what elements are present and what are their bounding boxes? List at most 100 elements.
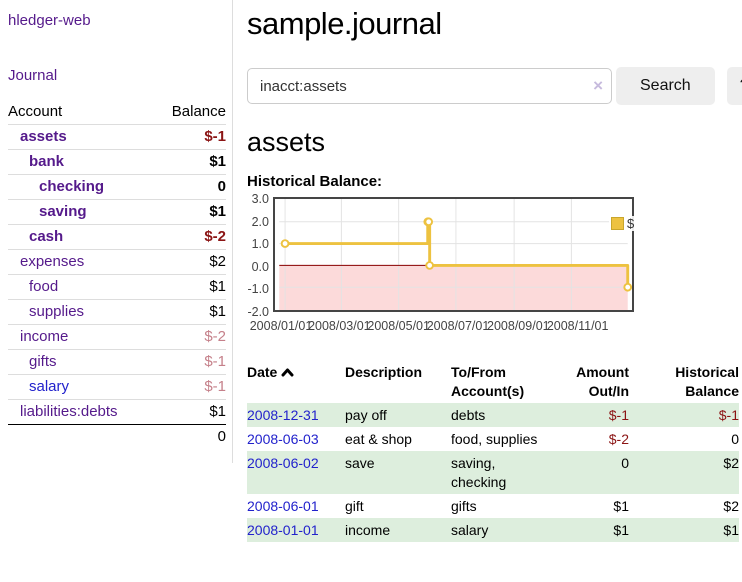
help-button[interactable]: ? <box>726 67 742 105</box>
x-tick-label: 2008/09/01 <box>487 319 550 333</box>
account-link-checking[interactable]: checking <box>39 178 105 195</box>
page-title: sample.journal <box>247 6 442 41</box>
transaction-date-link[interactable]: 2008-12-31 <box>247 407 319 423</box>
account-row: expenses $2 <box>8 250 226 275</box>
account-link-liabilities-debts[interactable]: liabilities:debts <box>20 403 118 420</box>
register-header-accounts: To/From Account(s) <box>451 364 525 399</box>
register-cell-date: 2008-06-01 <box>247 494 345 518</box>
register-cell-description: gift <box>345 498 364 514</box>
account-balance: $1 <box>209 203 226 220</box>
account-balance: $-1 <box>204 378 226 395</box>
account-row: salary $-1 <box>8 375 226 400</box>
account-link-saving[interactable]: saving <box>39 203 87 220</box>
accounts-total-value: 0 <box>217 428 226 445</box>
register-cell-date: 2008-01-01 <box>247 518 345 542</box>
register-table: Date Description To/From Account(s) Amou… <box>247 360 739 542</box>
legend-swatch-icon <box>611 217 624 230</box>
register-cell-description: save <box>345 455 375 471</box>
register-cell-description: pay off <box>345 407 387 423</box>
account-balance: $1 <box>209 153 226 170</box>
register-cell-amount: 0 <box>621 455 629 471</box>
y-tick-label: 2.0 <box>251 214 269 229</box>
transaction-date-link[interactable]: 2008-06-02 <box>247 455 319 471</box>
chart-legend: $ <box>609 216 637 231</box>
transaction-date-link[interactable]: 2008-06-03 <box>247 431 319 447</box>
account-balance: $-1 <box>204 128 226 145</box>
register-cell-amount: $1 <box>613 498 629 514</box>
accounts-table-header: Account Balance <box>8 100 226 125</box>
register-header-date[interactable]: Date <box>247 360 345 403</box>
account-link-bank[interactable]: bank <box>29 153 65 170</box>
chart-heading: Historical Balance: <box>247 173 383 190</box>
register-table-body: 2008-12-31 pay off debts $-1 $-1 2008-06-03 ea… <box>247 403 739 542</box>
register-cell-balance: $2 <box>723 498 739 514</box>
register-cell-balance: 0 <box>731 431 739 447</box>
y-tick-label: 1.0 <box>251 237 269 252</box>
transaction-date-link[interactable]: 2008-06-01 <box>247 498 319 514</box>
register-cell-balance: $1 <box>723 522 739 538</box>
account-link-expenses[interactable]: expenses <box>20 253 85 270</box>
register-row: 2008-12-31 pay off debts $-1 $-1 <box>247 403 739 427</box>
register-row: 2008-06-03 eat & shop food, supplies $-2 0 <box>247 427 739 451</box>
account-link-gifts[interactable]: gifts <box>29 353 57 370</box>
register-cell-accounts: food, supplies <box>451 431 538 447</box>
account-balance: $-2 <box>204 328 226 345</box>
account-link-salary[interactable]: salary <box>29 378 70 395</box>
transaction-date-link[interactable]: 2008-01-01 <box>247 522 319 538</box>
app-title-link[interactable]: hledger-web <box>8 12 91 29</box>
accounts-table: Account Balance assets $-1 bank $1 checking 0… <box>8 100 226 449</box>
register-header-amount: Amount Out/In <box>576 364 629 399</box>
account-row: food $1 <box>8 275 226 300</box>
account-link-income[interactable]: income <box>20 328 69 345</box>
account-balance: $-2 <box>204 228 226 245</box>
chart-plot[interactable] <box>273 197 634 312</box>
register-cell-amount: $-2 <box>608 431 629 447</box>
x-tick-label: 2008/03/01 <box>308 319 371 333</box>
account-balance: 0 <box>217 178 226 195</box>
account-row: saving $1 <box>8 200 226 225</box>
search-box: × <box>247 68 612 104</box>
account-balance: $1 <box>209 403 226 420</box>
account-row: cash $-2 <box>8 225 226 250</box>
account-balance: $-1 <box>204 353 226 370</box>
account-link-cash[interactable]: cash <box>29 228 64 245</box>
legend-series-label: $ <box>627 216 635 231</box>
register-cell-date: 2008-12-31 <box>247 403 345 427</box>
account-row: liabilities:debts $1 <box>8 400 226 424</box>
account-row: supplies $1 <box>8 300 226 325</box>
register-cell-amount: $1 <box>613 522 629 538</box>
sidebar: hledger-web Journal Account Balance asse… <box>0 0 233 463</box>
account-balance: $1 <box>209 303 226 320</box>
register-header-date-label: Date <box>247 364 278 380</box>
account-heading: assets <box>247 127 326 157</box>
x-tick-label: 2008/05/01 <box>367 319 430 333</box>
y-tick-label: -1.0 <box>247 282 269 297</box>
account-row: bank $1 <box>8 150 226 175</box>
x-tick-label: 2008/11/01 <box>546 319 609 333</box>
account-row: gifts $-1 <box>8 350 226 375</box>
register-cell-balance: $2 <box>723 455 739 471</box>
register-row: 2008-06-01 gift gifts $1 $2 <box>247 494 739 518</box>
x-tick-label: 2008/07/01 <box>426 319 490 333</box>
account-balance: $2 <box>209 253 226 270</box>
account-link-supplies[interactable]: supplies <box>29 303 85 320</box>
register-cell-accounts: saving, checking <box>451 455 507 490</box>
register-row: 2008-01-01 income salary $1 $1 <box>247 518 739 542</box>
clear-search-icon[interactable]: × <box>593 76 603 95</box>
search-input[interactable] <box>247 68 612 104</box>
register-cell-description: eat & shop <box>345 431 412 447</box>
search-button[interactable]: Search <box>616 67 715 105</box>
register-cell-description: income <box>345 522 391 538</box>
sidebar-item-journal[interactable]: Journal <box>8 67 58 84</box>
account-link-assets[interactable]: assets <box>20 128 67 145</box>
register-header-description: Description <box>345 364 423 380</box>
register-row: 2008-06-02 save saving, checking 0 $2 <box>247 451 739 494</box>
account-row: income $-2 <box>8 325 226 350</box>
app-layout: hledger-web Journal Account Balance asse… <box>0 0 742 542</box>
y-tick-label: 3.0 <box>251 192 269 206</box>
search-form: × Search ? <box>247 67 742 105</box>
accounts-table-body: assets $-1 bank $1 checking 0 saving $1 cash $-2 e… <box>8 125 226 424</box>
y-tick-label: 0.0 <box>251 259 269 274</box>
register-cell-amount: $-1 <box>608 407 629 423</box>
account-link-food[interactable]: food <box>29 278 59 295</box>
